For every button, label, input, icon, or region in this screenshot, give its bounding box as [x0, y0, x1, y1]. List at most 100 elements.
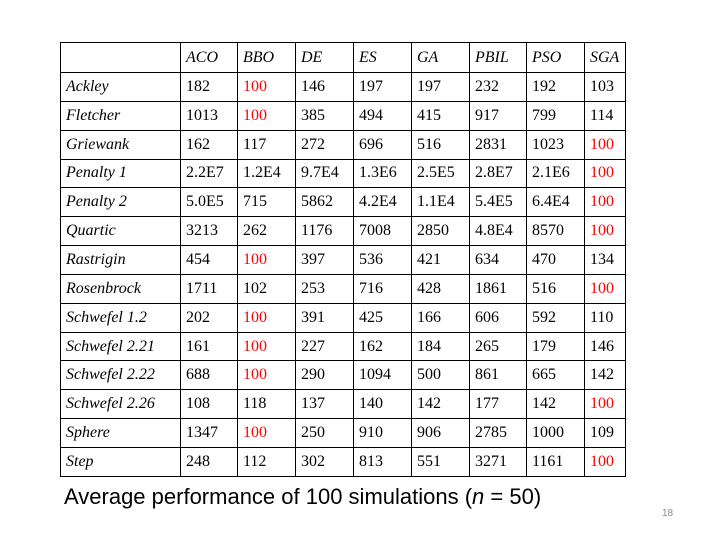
table-cell: 715: [237, 187, 296, 218]
table-cell: 7008: [353, 216, 412, 247]
table-cell: 799: [526, 100, 585, 131]
table-cell: 100: [584, 158, 626, 189]
table-cell: 137: [295, 389, 354, 420]
table-cell: 265: [469, 331, 527, 362]
table-cell: 910: [353, 418, 412, 448]
table-cell: 102: [237, 273, 296, 304]
table-cell: 142: [584, 360, 626, 391]
table-cell: 2831: [469, 129, 527, 160]
table-cell: 470: [526, 245, 585, 275]
table-cell: 108: [180, 389, 238, 420]
table-cell: 100: [584, 446, 626, 477]
table-cell: 227: [295, 331, 354, 362]
table-row: Step 248 112 302 813 551 3271 1161 100: [60, 446, 626, 477]
table-cell: 454: [180, 245, 238, 275]
row-name: Fletcher: [60, 100, 181, 131]
table-row: Schwefel 2.22 688 100 290 1094 500 861 665 142: [60, 360, 626, 391]
caption-variable: n: [472, 484, 485, 509]
table-cell: 516: [411, 129, 470, 160]
table-cell: 100: [237, 331, 296, 362]
table-cell: 415: [411, 100, 470, 131]
table-row: Quartic 3213 262 1176 7008 2850 4.8E4 8570 100: [60, 216, 626, 247]
table-cell: 5862: [295, 187, 354, 218]
row-name: Schwefel 2.21: [60, 331, 181, 362]
table-cell: 114: [584, 100, 626, 131]
table-cell: 1347: [180, 418, 238, 448]
column-header: ACO: [180, 42, 238, 73]
table-row: Penalty 1 2.2E7 1.2E4 9.7E4 1.3E6 2.5E5 2.8E7 2…: [60, 158, 626, 189]
table-cell: 1176: [295, 216, 354, 247]
table-cell: 5.0E5: [180, 187, 238, 218]
table-cell: 397: [295, 245, 354, 275]
table-cell: 1023: [526, 129, 585, 160]
table-row: Ackley 182 100 146 197 197 232 192 103: [60, 72, 626, 102]
table-cell: 100: [237, 245, 296, 275]
table-cell: 425: [353, 302, 412, 333]
table-cell: 592: [526, 302, 585, 333]
row-name: Griewank: [60, 129, 181, 160]
table-row: Rastrigin 454 100 397 536 421 634 470 134: [60, 245, 626, 275]
table-cell: 1000: [526, 418, 585, 448]
table-cell: 248: [180, 446, 238, 477]
row-name: Sphere: [60, 418, 181, 448]
results-table: ACO BBO DE ES GA PBIL PSO SGA Ackley 182 100 146 19…: [60, 42, 626, 477]
table-cell: 917: [469, 100, 527, 131]
table-cell: 197: [411, 72, 470, 102]
table-cell: 110: [584, 302, 626, 333]
table-cell: 232: [469, 72, 527, 102]
table-cell: 100: [237, 302, 296, 333]
table-cell: 100: [584, 129, 626, 160]
table-cell: 696: [353, 129, 412, 160]
table-cell: 4.2E4: [353, 187, 412, 218]
table-cell: 2850: [411, 216, 470, 247]
table-cell: 290: [295, 360, 354, 391]
table-cell: 428: [411, 273, 470, 304]
table-cell: 117: [237, 129, 296, 160]
table-row: Penalty 2 5.0E5 715 5862 4.2E4 1.1E4 5.4E5 6.4E…: [60, 187, 626, 218]
table-cell: 142: [411, 389, 470, 420]
row-name: Schwefel 2.22: [60, 360, 181, 391]
row-name: Schwefel 1.2: [60, 302, 181, 333]
table-cell: 1161: [526, 446, 585, 477]
table-cell: 536: [353, 245, 412, 275]
column-header: DE: [295, 42, 354, 73]
table-cell: 134: [584, 245, 626, 275]
table-cell: 716: [353, 273, 412, 304]
table-cell: 1094: [353, 360, 412, 391]
table-cell: 906: [411, 418, 470, 448]
table-cell: 1013: [180, 100, 238, 131]
table-cell: 112: [237, 446, 296, 477]
column-header: PSO: [526, 42, 585, 73]
column-header: BBO: [237, 42, 296, 73]
caption-text: = 50): [484, 484, 542, 509]
row-name: Ackley: [60, 72, 181, 102]
table-cell: 100: [237, 360, 296, 391]
table-row: Rosenbrock 1711 102 253 716 428 1861 516 100: [60, 273, 626, 304]
table-cell: 421: [411, 245, 470, 275]
table-cell: 665: [526, 360, 585, 391]
table-cell: 9.7E4: [295, 158, 354, 189]
table-cell: 250: [295, 418, 354, 448]
table-row: Griewank 162 117 272 696 516 2831 1023 100: [60, 129, 626, 160]
table-row: Schwefel 2.21 161 100 227 162 184 265 179 146: [60, 331, 626, 362]
row-name: Penalty 2: [60, 187, 181, 218]
table-cell: 100: [584, 187, 626, 218]
header-row: ACO BBO DE ES GA PBIL PSO SGA: [60, 42, 626, 73]
row-name: Rosenbrock: [60, 273, 181, 304]
table-cell: 634: [469, 245, 527, 275]
table-cell: 302: [295, 446, 354, 477]
table-cell: 5.4E5: [469, 187, 527, 218]
table-cell: 2.1E6: [526, 158, 585, 189]
table-cell: 184: [411, 331, 470, 362]
table-cell: 162: [180, 129, 238, 160]
table-cell: 385: [295, 100, 354, 131]
corner-cell: [60, 42, 181, 73]
table-cell: 1711: [180, 273, 238, 304]
table-cell: 177: [469, 389, 527, 420]
table-cell: 161: [180, 331, 238, 362]
table-cell: 1861: [469, 273, 527, 304]
table-cell: 100: [584, 273, 626, 304]
row-name: Penalty 1: [60, 158, 181, 189]
caption: Average performance of 100 simulations (…: [64, 484, 541, 510]
